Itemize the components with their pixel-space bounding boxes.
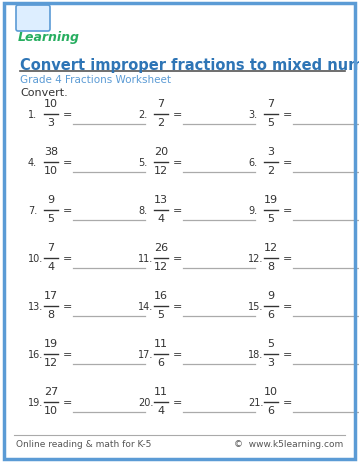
Text: 12: 12 <box>44 357 58 367</box>
Text: =: = <box>63 110 73 120</box>
Text: 10: 10 <box>44 405 58 415</box>
Text: =: = <box>283 206 292 216</box>
Text: 3: 3 <box>267 357 275 367</box>
Text: 2: 2 <box>158 118 164 128</box>
Text: 1.: 1. <box>28 110 37 120</box>
Text: =: = <box>173 206 182 216</box>
Text: 20: 20 <box>154 147 168 156</box>
Text: Convert.: Convert. <box>20 88 68 98</box>
Text: =: = <box>173 110 182 120</box>
Text: 16: 16 <box>154 290 168 300</box>
Text: K: K <box>21 12 29 22</box>
Text: =: = <box>283 158 292 168</box>
Text: 8: 8 <box>267 262 275 271</box>
Text: 4: 4 <box>158 213 164 224</box>
Text: 3: 3 <box>267 147 275 156</box>
Text: 2.: 2. <box>138 110 147 120</box>
Text: 5: 5 <box>47 213 55 224</box>
Text: 8.: 8. <box>138 206 147 216</box>
Text: 9.: 9. <box>248 206 257 216</box>
Text: =: = <box>63 301 73 311</box>
Text: 12: 12 <box>154 166 168 175</box>
Text: 10.: 10. <box>28 253 43 263</box>
Text: 5: 5 <box>27 12 34 22</box>
Text: =: = <box>283 349 292 359</box>
Text: =: = <box>173 158 182 168</box>
Text: 13: 13 <box>154 194 168 205</box>
Text: 5: 5 <box>267 338 275 348</box>
Text: 19: 19 <box>264 194 278 205</box>
Text: =: = <box>283 253 292 263</box>
Text: 12: 12 <box>154 262 168 271</box>
Text: 2: 2 <box>267 166 275 175</box>
Text: 19.: 19. <box>28 397 43 407</box>
Text: 6: 6 <box>267 405 275 415</box>
Text: 7.: 7. <box>28 206 37 216</box>
Text: =: = <box>173 253 182 263</box>
Text: 11: 11 <box>154 338 168 348</box>
Text: =: = <box>63 253 73 263</box>
Text: 6: 6 <box>267 309 275 319</box>
Text: 16.: 16. <box>28 349 43 359</box>
Text: =: = <box>283 397 292 407</box>
Text: =: = <box>63 158 73 168</box>
Text: Convert improper fractions to mixed numbers: Convert improper fractions to mixed numb… <box>20 58 359 73</box>
Text: 21.: 21. <box>248 397 264 407</box>
Text: 4: 4 <box>47 262 55 271</box>
Text: 38: 38 <box>44 147 58 156</box>
Text: Grade 4 Fractions Worksheet: Grade 4 Fractions Worksheet <box>20 75 171 85</box>
Text: 20.: 20. <box>138 397 153 407</box>
Text: 15.: 15. <box>248 301 264 311</box>
Text: 18.: 18. <box>248 349 263 359</box>
Text: 12: 12 <box>264 243 278 252</box>
Text: 17.: 17. <box>138 349 153 359</box>
Text: 9: 9 <box>47 194 55 205</box>
Text: 5: 5 <box>158 309 164 319</box>
Text: Online reading & math for K-5: Online reading & math for K-5 <box>16 439 151 448</box>
Text: =: = <box>63 206 73 216</box>
Text: =: = <box>173 349 182 359</box>
Text: 19: 19 <box>44 338 58 348</box>
Text: 6: 6 <box>158 357 164 367</box>
Text: 17: 17 <box>44 290 58 300</box>
Text: =: = <box>63 349 73 359</box>
Text: 11.: 11. <box>138 253 153 263</box>
Text: 13.: 13. <box>28 301 43 311</box>
Text: 26: 26 <box>154 243 168 252</box>
Text: =: = <box>283 110 292 120</box>
Text: 10: 10 <box>44 166 58 175</box>
Text: 8: 8 <box>47 309 55 319</box>
FancyBboxPatch shape <box>16 6 50 32</box>
Text: 14.: 14. <box>138 301 153 311</box>
Text: 10: 10 <box>264 386 278 396</box>
Text: 3.: 3. <box>248 110 257 120</box>
Text: =: = <box>173 301 182 311</box>
Text: =: = <box>283 301 292 311</box>
Text: 11: 11 <box>154 386 168 396</box>
Text: =: = <box>173 397 182 407</box>
Text: 7: 7 <box>158 99 164 109</box>
Text: 7: 7 <box>267 99 275 109</box>
Text: ©  www.k5learning.com: © www.k5learning.com <box>234 439 343 448</box>
Text: 6.: 6. <box>248 158 257 168</box>
Text: 27: 27 <box>44 386 58 396</box>
Text: 5: 5 <box>267 118 275 128</box>
Text: 4: 4 <box>158 405 164 415</box>
Text: 7: 7 <box>47 243 55 252</box>
Text: 5.: 5. <box>138 158 147 168</box>
Text: 12.: 12. <box>248 253 264 263</box>
Text: 4.: 4. <box>28 158 37 168</box>
Text: =: = <box>63 397 73 407</box>
Text: 3: 3 <box>47 118 55 128</box>
Text: 9: 9 <box>267 290 275 300</box>
Text: Learning: Learning <box>18 31 80 44</box>
Text: 10: 10 <box>44 99 58 109</box>
Text: 5: 5 <box>267 213 275 224</box>
